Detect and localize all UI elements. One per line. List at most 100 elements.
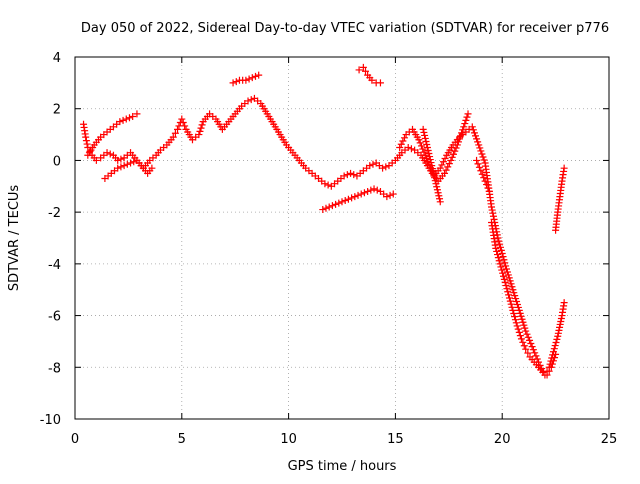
- data-point: [251, 72, 259, 80]
- data-point: [551, 354, 559, 362]
- data-point: [510, 289, 518, 297]
- x-tick-label: 5: [178, 432, 186, 447]
- data-point: [125, 114, 133, 122]
- data-point: [496, 243, 504, 251]
- data-point: [423, 140, 431, 148]
- data-point: [197, 124, 205, 132]
- y-tick-label: -10: [40, 413, 61, 428]
- data-point: [515, 306, 523, 314]
- data-point: [357, 190, 365, 198]
- data-point: [497, 263, 505, 271]
- data-point: [505, 274, 513, 282]
- data-point: [448, 153, 456, 161]
- data-point: [328, 202, 336, 210]
- data-point: [509, 306, 517, 314]
- data-point: [516, 332, 524, 340]
- data-point: [416, 139, 424, 147]
- data-point: [367, 186, 375, 194]
- data-point: [425, 150, 433, 158]
- data-point: [507, 280, 515, 288]
- data-point: [553, 335, 561, 343]
- data-point: [557, 315, 565, 323]
- data-point: [92, 156, 100, 164]
- data-point: [424, 147, 432, 155]
- data-point: [434, 189, 442, 197]
- data-point: [513, 300, 521, 308]
- data-point: [539, 368, 547, 376]
- data-point: [500, 275, 508, 283]
- x-tick-label: 25: [601, 432, 618, 447]
- data-point: [229, 79, 237, 87]
- data-point: [508, 303, 516, 311]
- data-point: [198, 121, 206, 129]
- data-point: [550, 345, 558, 353]
- data-point: [386, 191, 394, 199]
- series-2: [101, 156, 156, 183]
- data-point: [480, 174, 488, 182]
- data-point: [232, 78, 240, 86]
- data-point: [389, 190, 397, 198]
- data-point: [370, 185, 378, 193]
- data-point: [196, 127, 204, 135]
- data-point: [517, 312, 525, 320]
- x-axis-label: GPS time / hours: [288, 459, 397, 474]
- data-point: [439, 158, 447, 166]
- data-point: [457, 132, 465, 140]
- data-point: [489, 212, 497, 220]
- data-point: [506, 297, 514, 305]
- data-point: [445, 160, 453, 168]
- data-point: [481, 177, 489, 185]
- data-point: [449, 150, 457, 158]
- data-point: [511, 313, 519, 321]
- data-point: [519, 318, 527, 326]
- data-point: [502, 265, 510, 273]
- data-point: [463, 113, 471, 121]
- data-point: [397, 140, 405, 148]
- data-point: [420, 148, 428, 156]
- data-point: [444, 163, 452, 171]
- data-point: [417, 142, 425, 150]
- x-tick-label: 0: [71, 432, 79, 447]
- data-point: [421, 131, 429, 139]
- data-point: [506, 277, 514, 285]
- data-point: [123, 160, 131, 168]
- data-point: [171, 129, 179, 137]
- data-point: [348, 194, 356, 202]
- data-point: [447, 156, 455, 164]
- data-point: [82, 133, 90, 141]
- data-point: [552, 350, 560, 358]
- data-point: [407, 145, 415, 153]
- data-point: [451, 147, 459, 155]
- data-point: [436, 164, 444, 172]
- y-tick-label: -2: [48, 206, 61, 221]
- y-tick-label: 2: [53, 103, 61, 118]
- data-point: [368, 76, 376, 84]
- data-point: [435, 192, 443, 200]
- data-point: [423, 144, 431, 151]
- data-point: [479, 153, 487, 161]
- data-point: [433, 186, 441, 194]
- data-point: [181, 122, 189, 130]
- data-point: [421, 134, 429, 142]
- data-point: [513, 322, 521, 330]
- y-tick-label: -8: [48, 361, 61, 376]
- data-point: [505, 294, 513, 302]
- data-point: [512, 319, 520, 327]
- data-point: [442, 166, 450, 174]
- data-point: [524, 333, 532, 341]
- data-point: [459, 126, 467, 134]
- data-point: [555, 326, 563, 334]
- data-point: [522, 327, 530, 335]
- data-point: [364, 187, 372, 195]
- data-point: [422, 137, 430, 145]
- data-point: [489, 209, 497, 217]
- data-point: [551, 342, 559, 350]
- data-point: [373, 186, 381, 194]
- data-point: [517, 335, 525, 343]
- data-point: [502, 262, 510, 270]
- data-point: [255, 71, 263, 79]
- data-point: [552, 338, 560, 346]
- data-point: [502, 282, 510, 290]
- data-point: [475, 163, 483, 171]
- y-tick-label: -6: [48, 310, 61, 325]
